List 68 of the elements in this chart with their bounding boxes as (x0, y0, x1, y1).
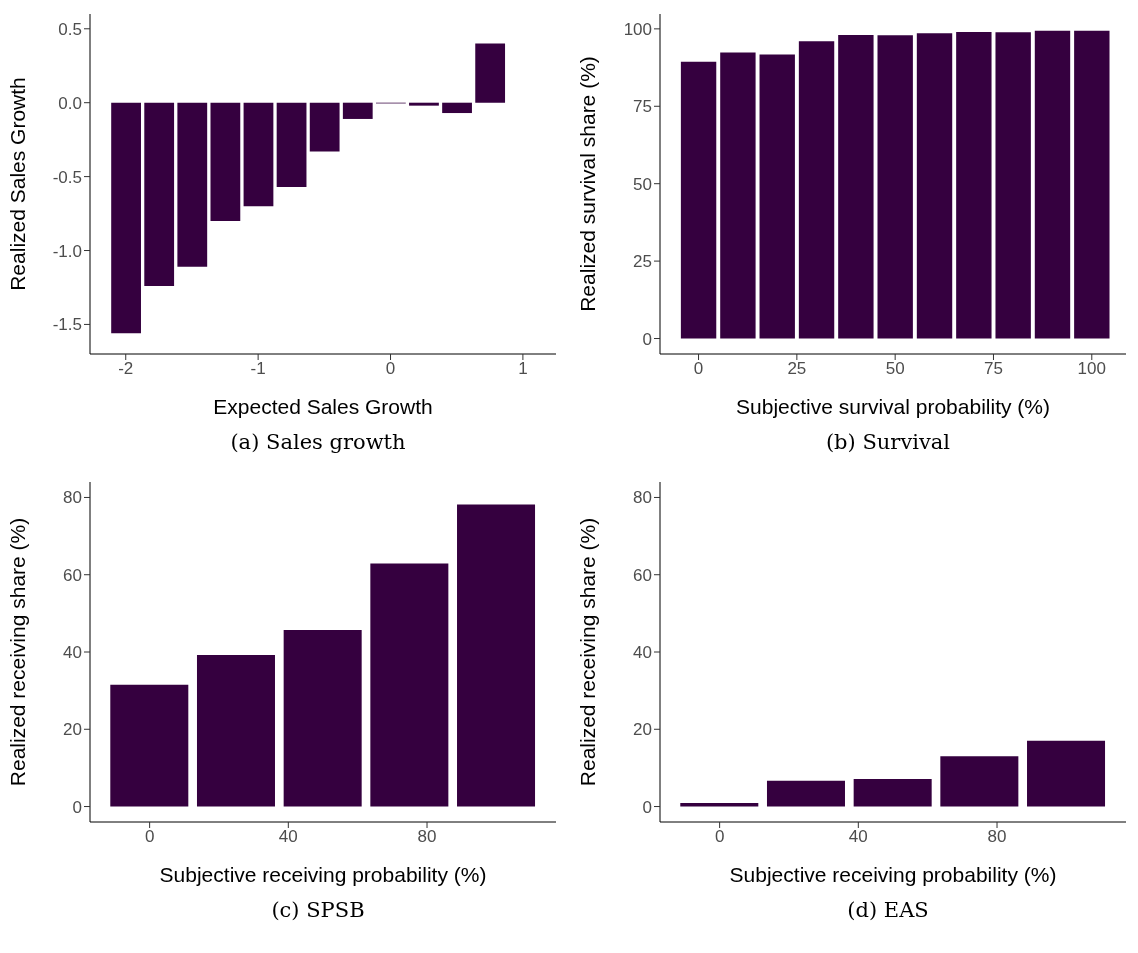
x-tick-label: 0 (693, 359, 704, 379)
x-axis-title: Expected Sales Growth (213, 395, 433, 418)
y-tick-label: 60 (63, 565, 82, 585)
y-tick-label: -1.0 (52, 241, 82, 261)
x-tick-label: 40 (278, 827, 298, 847)
text: (b) Survival (824, 430, 952, 454)
bar (196, 655, 275, 807)
y-tick-label: 20 (63, 720, 82, 740)
y-axis-title: Realized survival share (%) (576, 56, 600, 312)
bar (720, 52, 756, 339)
x-tick-label: -1 (250, 359, 266, 379)
y-axis-title: Realized Sales Growth (6, 77, 30, 291)
x-tick-label: 25 (787, 359, 807, 379)
bar (370, 563, 449, 807)
y-tick-label: -0.5 (52, 167, 82, 187)
y-tick-label: 80 (633, 488, 652, 508)
bar (838, 35, 874, 339)
bar (853, 779, 932, 807)
y-tick-label: 0.0 (58, 93, 82, 113)
x-tick-label: 80 (987, 827, 1007, 847)
y-tick-label: 60 (633, 565, 652, 585)
x-tick-label: 100 (1077, 359, 1106, 379)
bar (680, 61, 717, 339)
x-tick-label: 0 (144, 827, 155, 847)
bar (940, 756, 1019, 807)
bar (283, 629, 362, 807)
bar (916, 33, 953, 339)
x-axis-title: Subjective receiving probability (%) (729, 863, 1057, 886)
x-tick-label: 75 (984, 359, 1003, 379)
bar (110, 684, 189, 807)
x-tick-label: 40 (848, 827, 868, 847)
x-tick-label: 50 (885, 359, 905, 379)
y-tick-label: -1.5 (52, 315, 82, 335)
x-tick-label: -2 (118, 359, 134, 379)
x-axis-title: Subjective receiving probability (%) (159, 863, 487, 886)
bar (457, 504, 536, 807)
y-tick-label: 40 (63, 643, 82, 663)
y-tick-label: 75 (633, 97, 652, 117)
bar (680, 803, 759, 807)
text: (d) EAS (846, 898, 930, 922)
y-tick-label: 80 (63, 488, 82, 508)
y-tick-label: 100 (623, 19, 652, 39)
y-tick-label: 0.5 (58, 19, 82, 39)
y-tick-label: 0 (642, 797, 652, 817)
x-axis-title: Subjective survival probability (%) (736, 395, 1050, 418)
x-tick-label: 1 (518, 359, 528, 379)
bar (1074, 30, 1110, 339)
y-tick-label: 0 (642, 329, 652, 349)
x-tick-label: 80 (417, 827, 437, 847)
text: (a) Sales growth (229, 430, 407, 454)
y-axis-title: Realized receiving share (%) (6, 517, 30, 787)
bar (766, 780, 845, 807)
bar (877, 35, 913, 339)
y-tick-label: 25 (633, 252, 652, 272)
x-tick-label: 0 (714, 827, 725, 847)
y-tick-label: 50 (633, 174, 652, 194)
text: (c) SPSB (270, 898, 366, 922)
bar (798, 41, 835, 339)
y-tick-label: 40 (633, 643, 652, 663)
y-tick-label: 0 (72, 797, 82, 817)
y-tick-label: 20 (633, 720, 652, 740)
bar (956, 31, 992, 339)
bar (1034, 30, 1071, 339)
bar (995, 32, 1031, 339)
bar (759, 54, 795, 339)
bar (1027, 740, 1106, 807)
x-tick-label: 0 (385, 359, 396, 379)
y-axis-title: Realized receiving share (%) (576, 517, 600, 787)
